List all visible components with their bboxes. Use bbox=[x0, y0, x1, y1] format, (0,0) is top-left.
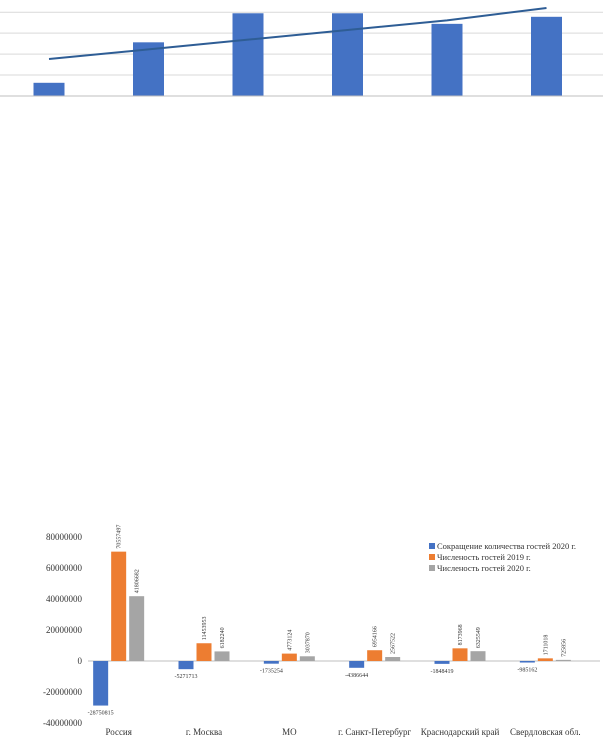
category-label: МО bbox=[282, 727, 297, 737]
data-label: 725856 bbox=[561, 639, 567, 657]
bar-3 bbox=[385, 657, 401, 661]
bar-1 bbox=[349, 661, 365, 668]
data-label: 6182240 bbox=[220, 627, 226, 648]
legend-entry: Численость гостей 2020 г. bbox=[437, 563, 531, 573]
y-tick-label: 60000000 bbox=[46, 563, 83, 573]
bar-3 bbox=[555, 659, 571, 661]
legend-swatch bbox=[429, 543, 435, 549]
top-bar bbox=[332, 13, 363, 97]
category-label: Краснодарский край bbox=[421, 727, 500, 737]
guests-bar-chart: 80000000 60000000 40000000 20000000 0 -200000… bbox=[43, 525, 600, 737]
legend-entry: Численость гостей 2019 г. bbox=[437, 552, 531, 562]
legend-swatch bbox=[429, 565, 435, 571]
bar-1 bbox=[434, 661, 450, 664]
y-tick-label: 40000000 bbox=[46, 594, 83, 604]
y-tick-label: 0 bbox=[78, 656, 83, 666]
y-tick-label: 20000000 bbox=[46, 625, 83, 635]
data-label: 3037870 bbox=[305, 632, 311, 653]
data-label: 6954166 bbox=[373, 626, 379, 647]
bar-2 bbox=[452, 648, 468, 661]
data-label: 4773124 bbox=[287, 630, 293, 651]
category-label: г. Москва bbox=[186, 727, 222, 737]
top-bar bbox=[431, 23, 463, 97]
legend-swatch bbox=[429, 554, 435, 560]
data-label: 41806682 bbox=[135, 569, 141, 593]
data-label: -5271713 bbox=[175, 674, 198, 680]
data-label: 1711018 bbox=[543, 635, 549, 656]
data-label: -28750815 bbox=[88, 711, 114, 717]
bar-1 bbox=[93, 661, 109, 706]
bar-3 bbox=[470, 651, 486, 661]
bar-3 bbox=[299, 656, 315, 661]
top-bar bbox=[33, 82, 65, 96]
legend-entry: Сокращение количества гостей 2020 г. bbox=[437, 541, 576, 551]
bar-2 bbox=[281, 653, 297, 661]
bar-2 bbox=[537, 658, 553, 661]
bar-1 bbox=[263, 661, 279, 664]
bar-2 bbox=[111, 551, 127, 661]
top-bar bbox=[531, 16, 562, 96]
top-bar bbox=[232, 13, 264, 97]
bar-1 bbox=[519, 661, 535, 663]
bar-2 bbox=[196, 643, 212, 661]
y-tick-label: -20000000 bbox=[43, 687, 82, 697]
data-label: -985162 bbox=[517, 668, 537, 674]
data-label: 6325549 bbox=[476, 627, 482, 648]
y-tick-label: 80000000 bbox=[46, 532, 83, 542]
bar-1 bbox=[178, 661, 194, 670]
data-label: 11453953 bbox=[202, 616, 208, 640]
data-label: 8173968 bbox=[458, 624, 464, 645]
category-label: Свердловская обл. bbox=[510, 727, 581, 737]
trendline bbox=[48, 7, 547, 61]
category-label: Россия bbox=[105, 727, 131, 737]
category-label: г. Санкт-Петербург bbox=[338, 727, 411, 737]
data-label: -1735254 bbox=[260, 669, 283, 675]
data-label: -1848419 bbox=[431, 669, 454, 675]
data-label: 70557497 bbox=[117, 525, 123, 549]
bar-3 bbox=[214, 651, 230, 661]
data-label: -4386644 bbox=[345, 673, 368, 679]
data-label: 2567522 bbox=[391, 633, 397, 654]
y-tick-label: -40000000 bbox=[43, 718, 82, 728]
bar-3 bbox=[129, 596, 145, 661]
bar-2 bbox=[367, 650, 383, 661]
top-bar-chart bbox=[0, 7, 603, 97]
